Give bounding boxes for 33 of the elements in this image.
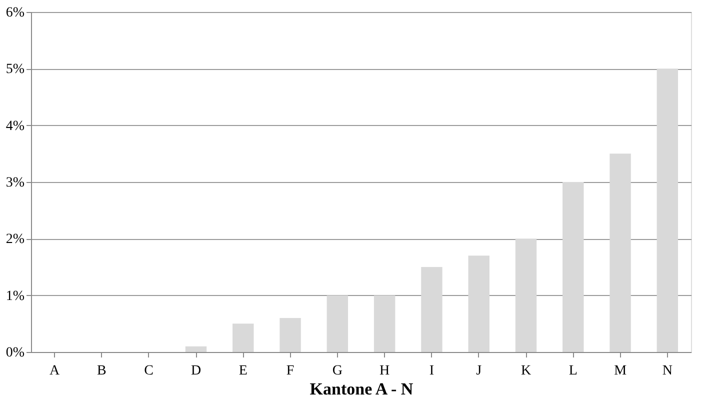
x-tick-label: L bbox=[568, 364, 578, 378]
x-tick-label: D bbox=[190, 364, 202, 378]
x-tick-label: K bbox=[520, 364, 532, 378]
x-tick-label: N bbox=[662, 364, 672, 378]
x-tick-label: B bbox=[97, 364, 106, 378]
x-axis-title: Kantone A - N bbox=[310, 380, 414, 398]
y-tick-label: 2% bbox=[6, 232, 25, 248]
bar bbox=[610, 154, 631, 352]
bar bbox=[421, 267, 442, 352]
bar bbox=[374, 295, 396, 352]
x-tick-label: M bbox=[614, 364, 628, 378]
bar bbox=[562, 182, 584, 352]
bar bbox=[326, 295, 348, 352]
bar bbox=[185, 346, 207, 352]
x-tick-label: A bbox=[50, 364, 61, 378]
y-tick-label: 5% bbox=[6, 62, 25, 78]
x-tick-label: F bbox=[286, 364, 294, 378]
bar bbox=[468, 256, 490, 352]
bar bbox=[232, 324, 254, 352]
y-tick-label: 6% bbox=[6, 6, 25, 20]
x-tick-label: J bbox=[476, 364, 482, 378]
y-tick-label: 1% bbox=[6, 288, 25, 304]
y-tick-label: 0% bbox=[6, 346, 25, 360]
bar bbox=[656, 68, 678, 352]
x-tick-label: H bbox=[380, 364, 390, 378]
x-tick-label: G bbox=[332, 364, 342, 378]
bar bbox=[515, 238, 537, 352]
x-tick-label: E bbox=[238, 364, 248, 378]
x-tick-label: I bbox=[429, 364, 434, 378]
y-tick-label: 4% bbox=[6, 118, 25, 134]
bar bbox=[280, 318, 301, 352]
y-tick-label: 3% bbox=[6, 176, 25, 190]
x-tick-label: C bbox=[144, 364, 154, 378]
